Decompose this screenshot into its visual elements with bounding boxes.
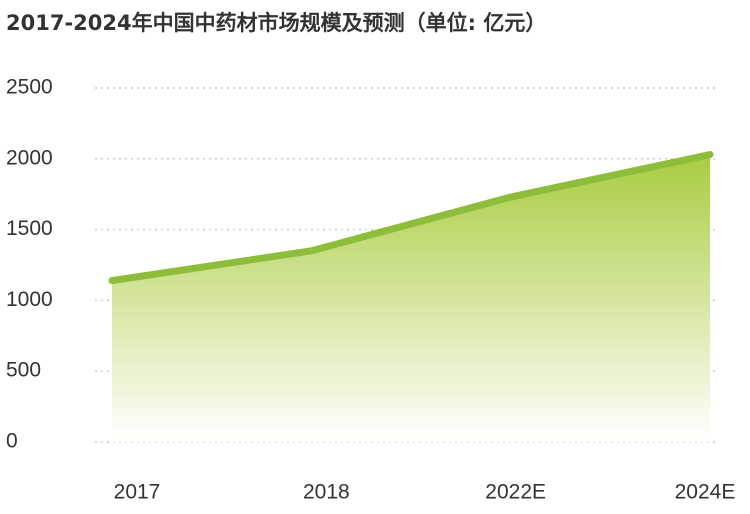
x-tick-label: 2018 [303,481,350,504]
y-tick-label: 2500 [6,76,53,99]
y-tick-label: 0 [6,430,18,453]
x-tick-label: 2024E [675,481,736,504]
area-line [108,151,714,285]
y-tick-label: 500 [6,359,41,382]
x-tick-label: 2017 [114,481,161,504]
y-tick-label: 1000 [6,288,53,311]
y-tick-label: 1500 [6,217,53,240]
x-tick-label: 2022E [485,481,546,504]
y-tick-label: 2000 [6,146,53,169]
chart-title: 2017-2024年中国中药材市场规模及预测（单位: 亿元） [6,11,546,35]
area-fill [112,154,710,442]
